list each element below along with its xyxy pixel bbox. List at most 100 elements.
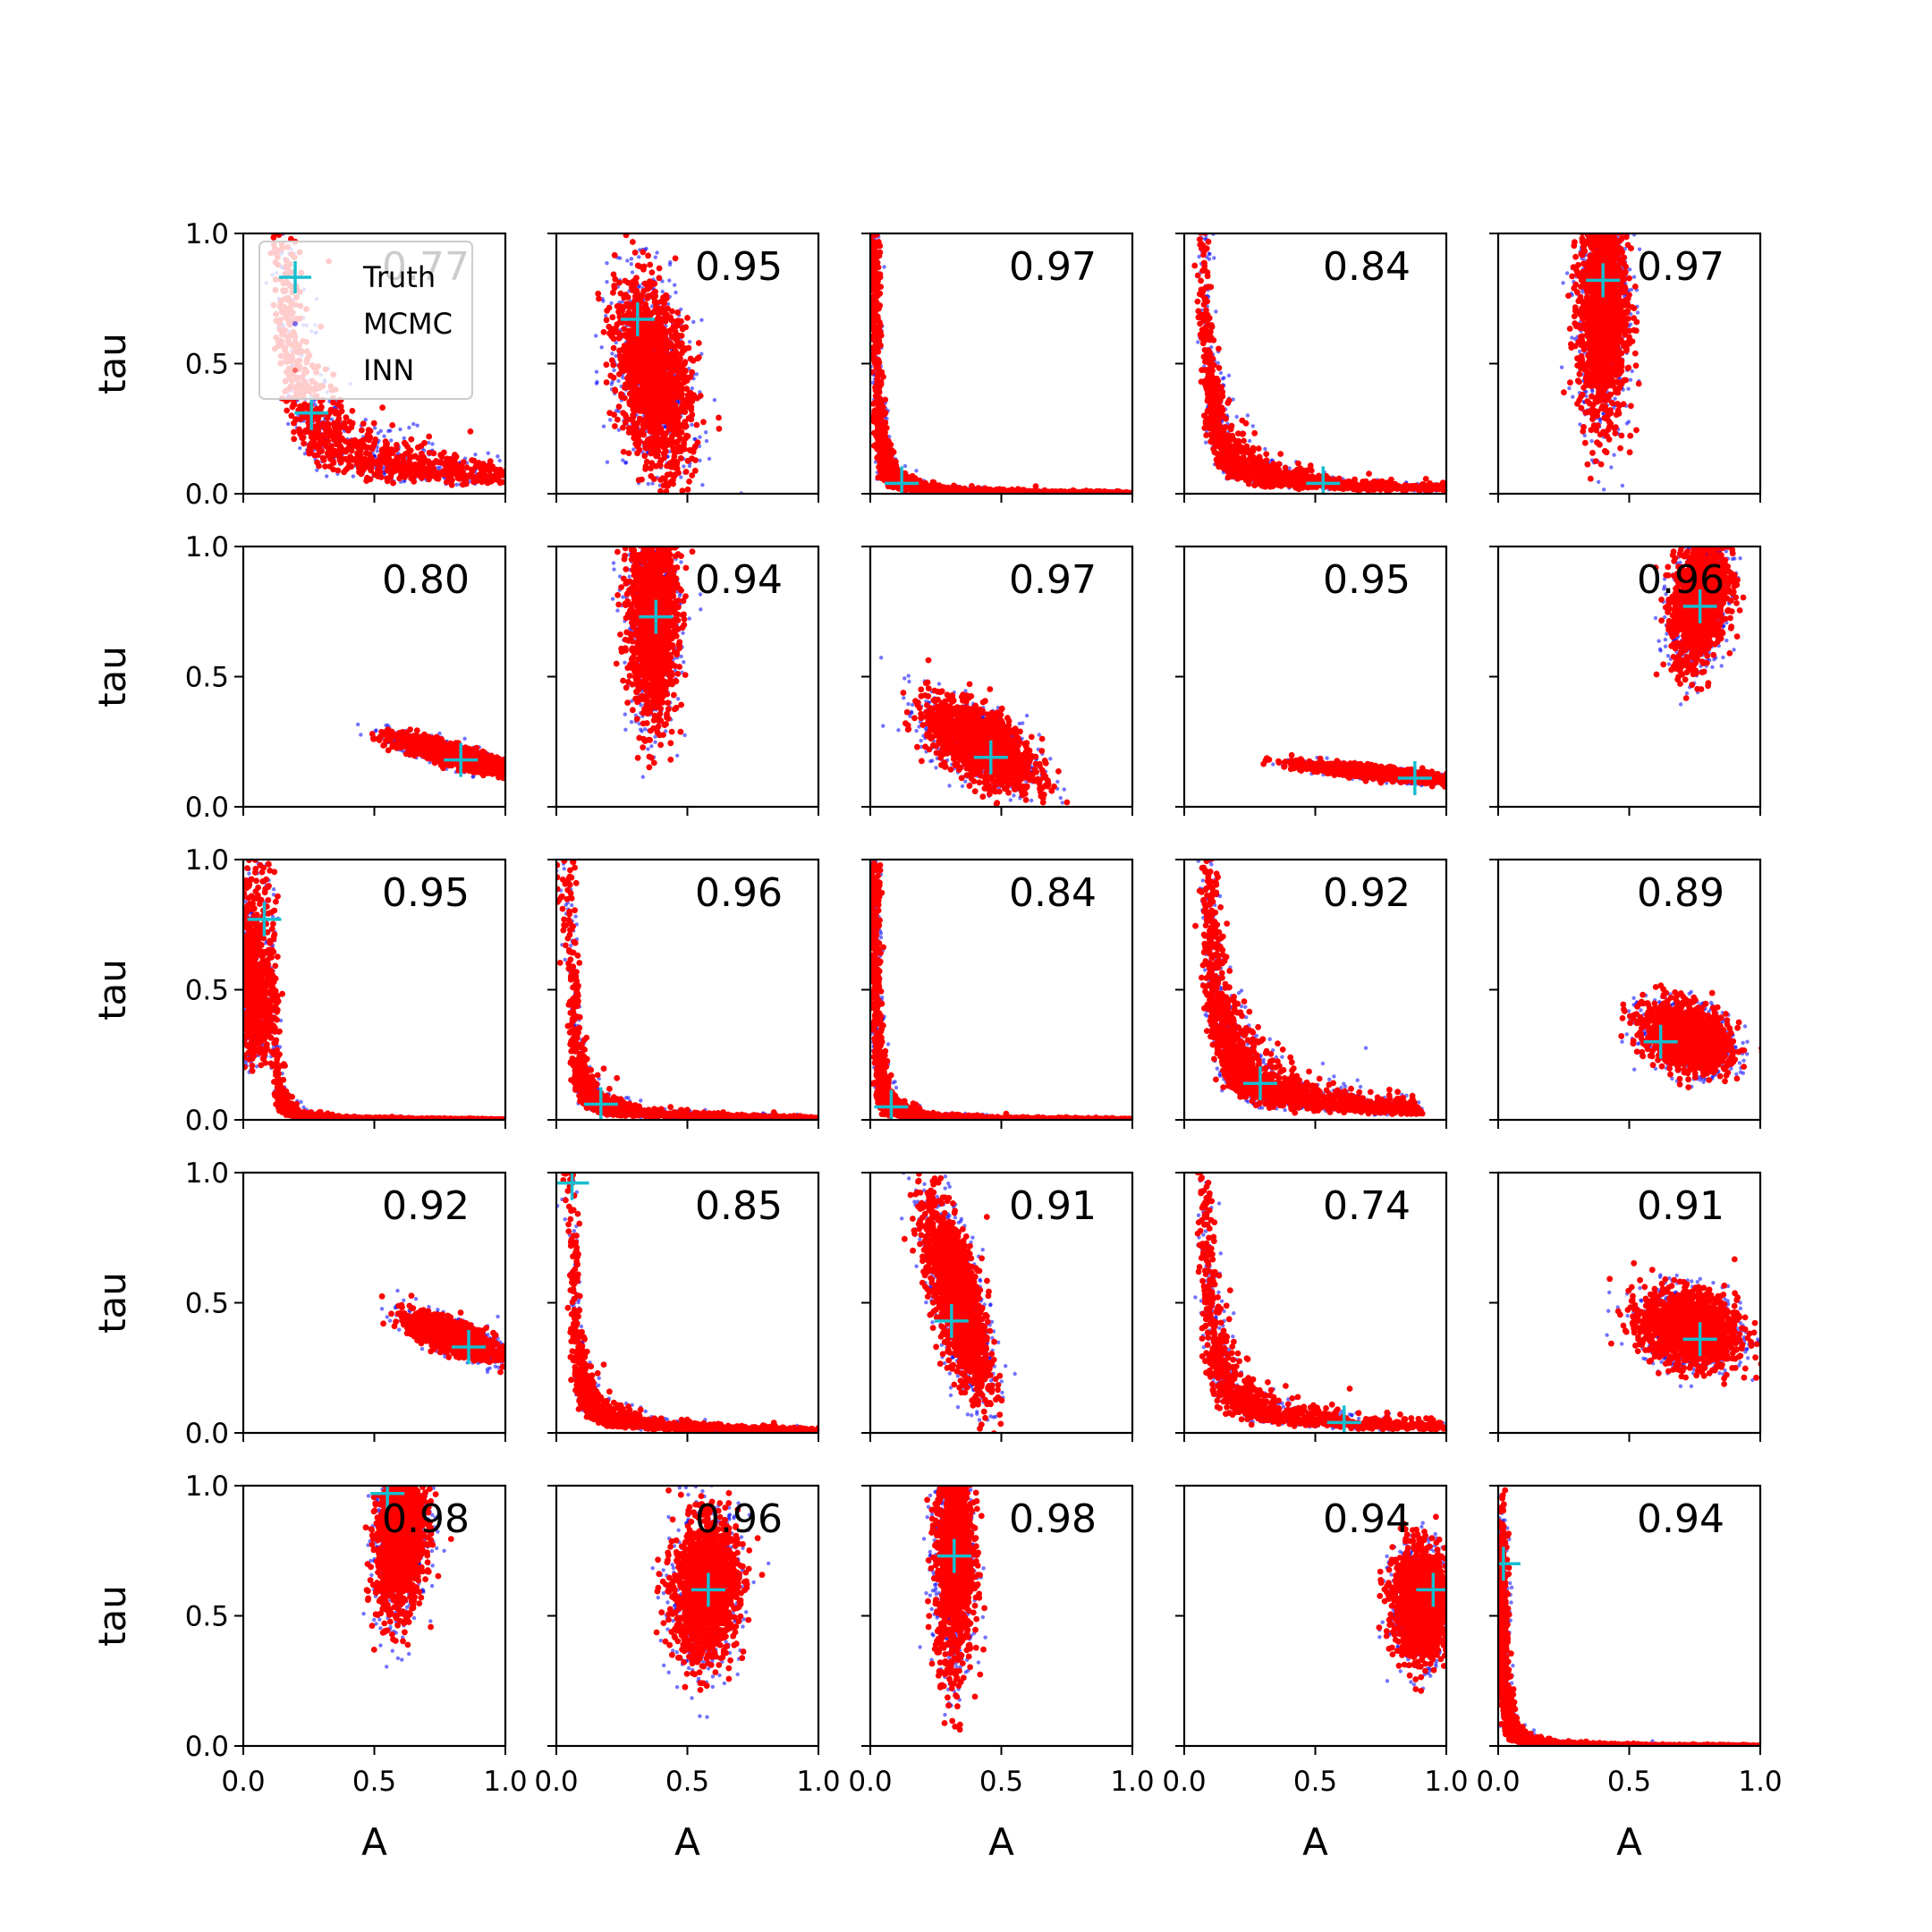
inn-point [653, 337, 659, 343]
inn-point [368, 428, 374, 435]
inn-point [620, 425, 626, 431]
inn-point [682, 359, 689, 365]
inn-point [692, 443, 699, 449]
inn-point [398, 471, 404, 478]
inn-point [412, 462, 419, 468]
inn-point [618, 291, 624, 297]
inn-point [665, 471, 671, 478]
inn-point [348, 424, 354, 430]
mcmc-point [411, 422, 415, 426]
inn-point [695, 355, 701, 361]
inn-point [320, 455, 326, 462]
inn-point [612, 423, 618, 429]
mcmc-point [673, 284, 676, 287]
mcmc-point [688, 340, 691, 343]
inn-point [630, 343, 636, 349]
inn-point [689, 455, 695, 462]
inn-point [657, 306, 663, 312]
inn-point [610, 290, 616, 296]
inn-point [361, 444, 368, 450]
inn-point [652, 386, 658, 392]
inn-point [291, 429, 297, 436]
inn-point [668, 326, 674, 333]
inn-point [335, 431, 342, 437]
mcmc-point [398, 428, 402, 431]
inn-point [445, 459, 451, 465]
inn-point [652, 293, 658, 300]
inn-point [683, 386, 690, 392]
inn-point [284, 408, 290, 414]
inn-point [394, 442, 400, 448]
inn-point [681, 424, 687, 430]
mcmc-point [473, 453, 477, 456]
inn-point [674, 416, 680, 422]
mcmc-point [605, 261, 608, 265]
inn-point [626, 450, 632, 456]
inn-point [669, 343, 675, 350]
inn-point [640, 422, 647, 428]
inn-point [485, 480, 491, 487]
mcmc-point [610, 382, 614, 386]
inn-point [637, 416, 643, 422]
inn-point [616, 371, 623, 377]
inn-point [318, 423, 325, 429]
inn-point [682, 368, 689, 374]
inn-point [604, 379, 610, 386]
inn-point [621, 449, 627, 455]
inn-point [322, 463, 328, 470]
mcmc-point [903, 464, 907, 468]
inn-point [683, 433, 690, 439]
inn-point [363, 450, 369, 456]
inn-point [653, 410, 659, 416]
inn-point [394, 461, 401, 467]
inn-point [444, 479, 450, 486]
mcmc-point [704, 430, 708, 434]
inn-point [671, 448, 677, 454]
inn-point [625, 320, 631, 326]
inn-point [359, 470, 365, 477]
inn-point [333, 408, 339, 414]
inn-point [415, 455, 421, 462]
inn-point [350, 456, 356, 462]
inn-point [716, 415, 722, 421]
inn-point [634, 444, 640, 450]
inn-point [663, 331, 669, 337]
mcmc-point [402, 436, 406, 440]
inn-point [648, 375, 654, 381]
inn-point [611, 271, 617, 277]
mcmc-point [667, 278, 671, 282]
inn-point [302, 428, 309, 434]
inn-point [640, 249, 646, 255]
mcmc-point [496, 454, 499, 458]
inn-point [611, 283, 617, 289]
inn-point [456, 465, 462, 471]
inn-point [288, 412, 294, 419]
mcmc-point [286, 422, 290, 426]
inn-point [343, 425, 349, 431]
inn-point [652, 325, 658, 331]
inn-point [662, 452, 668, 458]
y-tick-label: 0.0 [185, 479, 229, 511]
inn-point [679, 447, 685, 453]
inn-point [672, 431, 678, 437]
inn-point [625, 301, 631, 308]
inn-point [640, 311, 646, 318]
inn-point [691, 449, 697, 455]
inn-point [415, 445, 421, 451]
inn-point [344, 465, 351, 471]
inn-point [678, 409, 684, 415]
inn-point [670, 384, 676, 390]
inn-point [315, 445, 321, 452]
inn-point [655, 453, 661, 459]
inn-point [658, 429, 665, 436]
inn-point [336, 416, 343, 422]
inn-point [306, 451, 312, 457]
mcmc-point [668, 260, 672, 264]
inn-point [348, 438, 354, 445]
mcmc-point [691, 386, 694, 390]
mcmc-point [700, 483, 704, 487]
inn-point [343, 414, 350, 420]
inn-point [312, 436, 318, 442]
inn-point [645, 252, 651, 258]
